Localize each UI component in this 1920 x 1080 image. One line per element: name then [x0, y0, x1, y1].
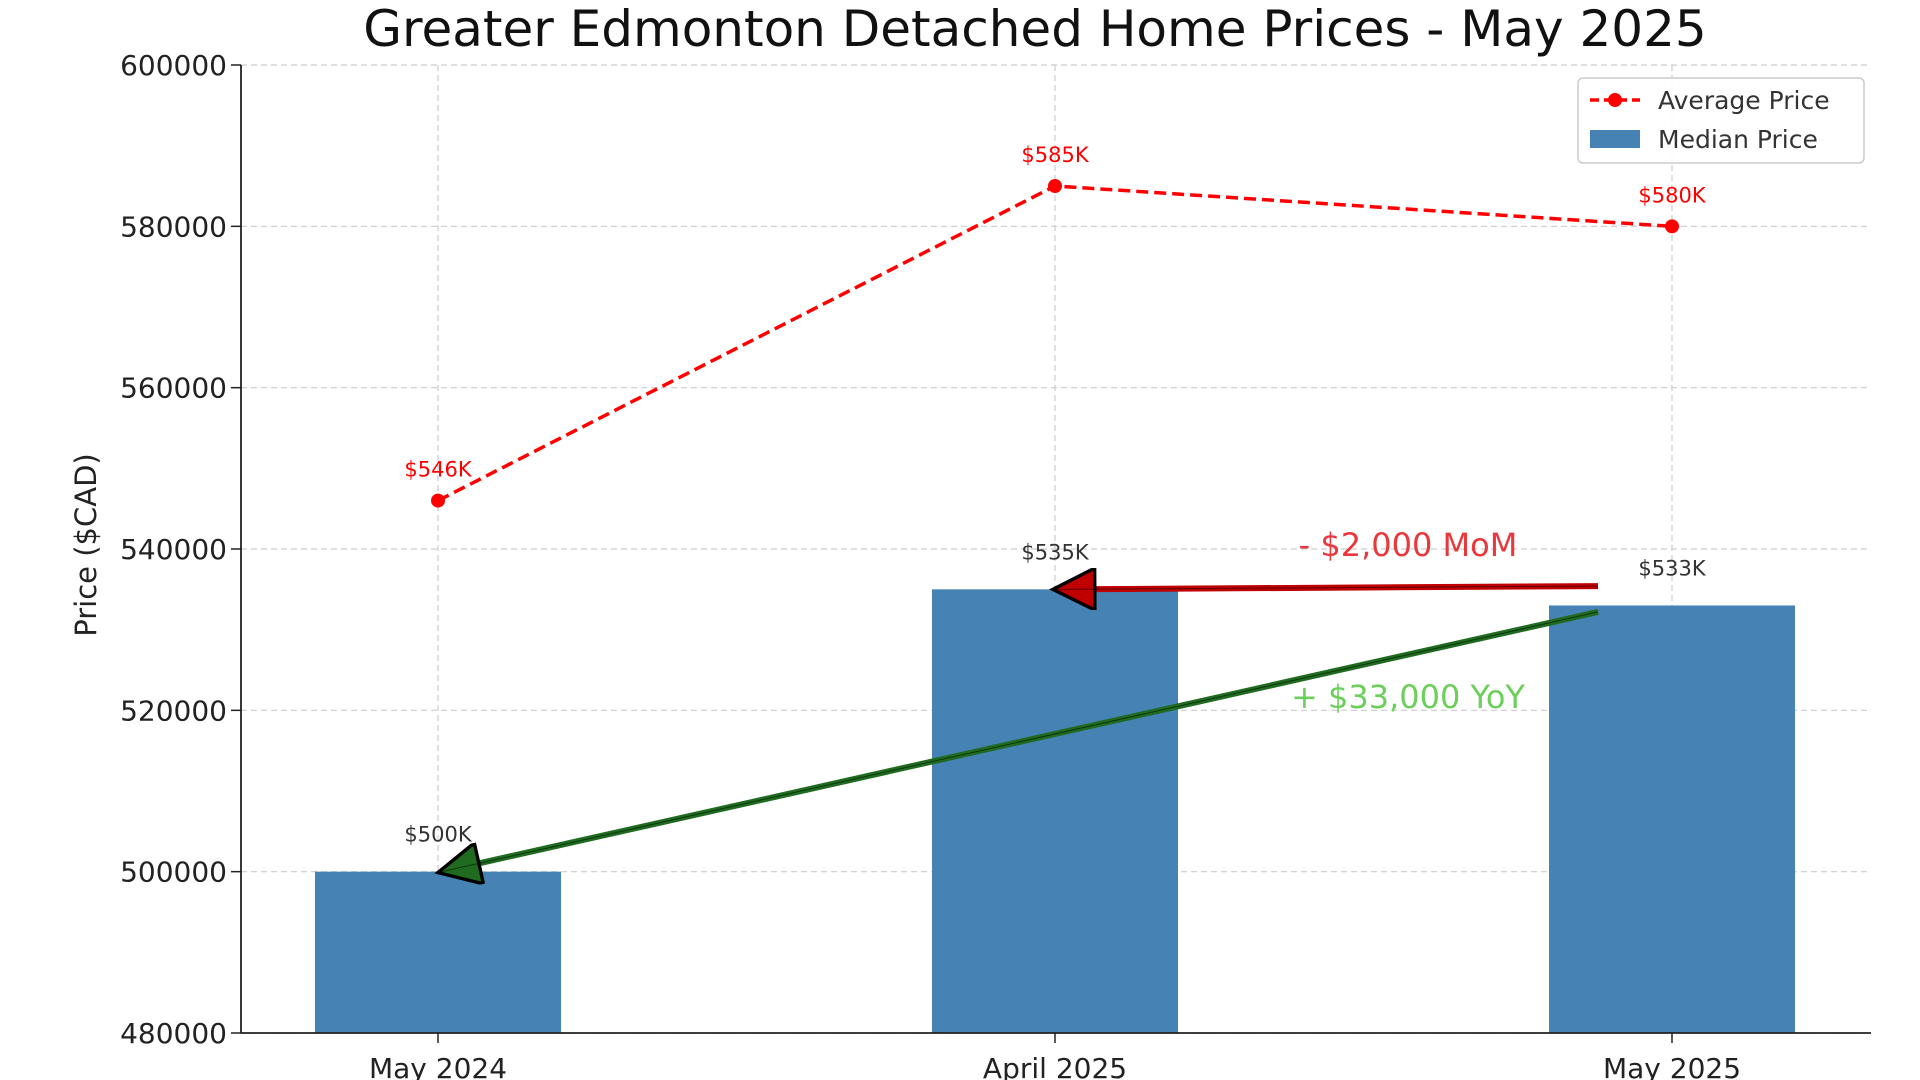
legend-line-marker — [1608, 93, 1622, 107]
median-price-bars — [315, 589, 1795, 1033]
x-tick-label: May 2024 — [369, 1052, 507, 1080]
y-tick-label: 560000 — [120, 372, 227, 405]
bar-median-price — [1549, 605, 1795, 1033]
x-tick-label: April 2025 — [983, 1052, 1127, 1080]
bar-data-label: $533K — [1638, 556, 1706, 580]
y-axis-label: Price ($CAD) — [69, 453, 103, 636]
legend-label-median: Median Price — [1658, 125, 1818, 154]
x-tick-label: May 2025 — [1603, 1052, 1741, 1080]
yoy-annotation: + $33,000 YoY — [1291, 678, 1525, 716]
point-average-price — [1665, 219, 1679, 234]
line-data-label: $580K — [1638, 183, 1706, 207]
bar-median-price — [932, 589, 1178, 1033]
y-tick-label: 580000 — [120, 210, 227, 243]
bar-median-price — [315, 871, 561, 1033]
line-average-price — [437, 184, 1673, 503]
y-tick-label: 600000 — [120, 49, 227, 82]
data-labels: $500K $535K $533K $546K $585K $580K — [404, 143, 1706, 847]
legend-label-average: Average Price — [1658, 86, 1830, 115]
y-tick-label: 540000 — [120, 533, 227, 566]
mom-annotation: - $2,000 MoM — [1299, 526, 1518, 564]
bar-data-label: $535K — [1021, 540, 1089, 564]
legend-bar-swatch — [1590, 130, 1640, 148]
y-tick-label: 500000 — [120, 856, 227, 889]
average-price-line — [431, 179, 1679, 508]
legend-box — [1577, 77, 1865, 164]
axes: 480000 500000 520000 540000 560000 580000 6000… — [120, 49, 1871, 1080]
legend: Average Price Median Price — [1577, 77, 1865, 164]
y-tick-label: 520000 — [120, 694, 227, 727]
yoy-arrow-outline — [441, 611, 1599, 873]
chart-title: Greater Edmonton Detached Home Prices - … — [363, 0, 1707, 58]
bar-data-label: $500K — [404, 823, 472, 847]
line-data-label: $585K — [1021, 143, 1089, 167]
point-average-price — [431, 493, 445, 508]
y-tick-label: 480000 — [120, 1017, 227, 1050]
point-average-price — [1048, 179, 1062, 193]
mom-arrow-outline — [1056, 585, 1599, 590]
annotations: - $2,000 MoM + $33,000 YoY — [441, 526, 1599, 873]
line-data-label: $546K — [404, 458, 472, 482]
